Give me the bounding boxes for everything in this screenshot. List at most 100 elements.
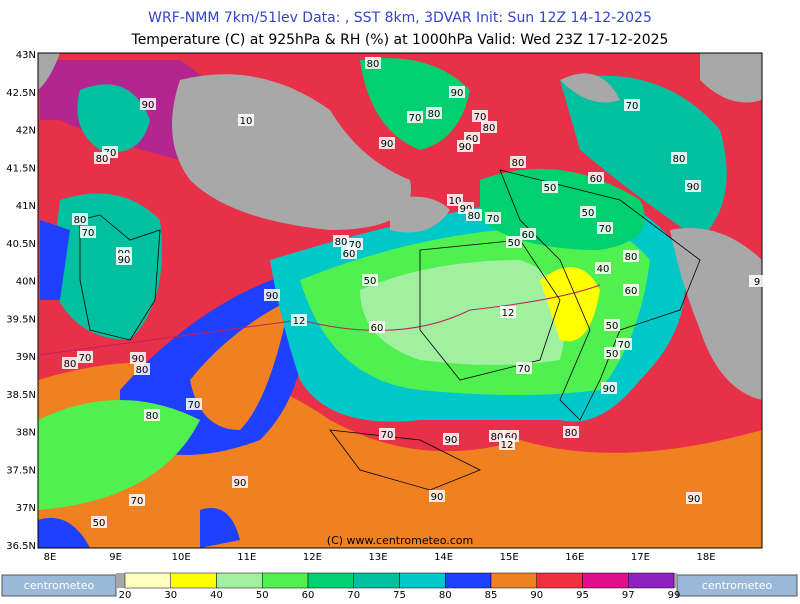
contour-label-bg: [186, 398, 202, 410]
contour-label-bg: [588, 172, 604, 184]
contour-label-bg: [604, 347, 620, 359]
contour-label-bg: [624, 99, 640, 111]
lon-label: 13E: [368, 552, 387, 563]
logo-text: centrometeo: [702, 579, 773, 592]
contour-label-bg: [94, 152, 110, 164]
contour-label: 70: [188, 400, 201, 411]
contour-label-bg: [130, 352, 146, 364]
contour-label: 70: [82, 228, 95, 239]
contour-label-bg: [601, 382, 617, 394]
contour-label: 70: [79, 353, 92, 364]
contour-label-bg: [500, 306, 516, 318]
contour-label: 12: [293, 316, 306, 327]
contour-label: 50: [93, 518, 106, 529]
lat-label: 43N: [16, 50, 36, 61]
lat-label: 40.5N: [6, 239, 36, 250]
contour-label: 9: [754, 277, 760, 288]
contour-label: 12: [502, 308, 515, 319]
contour-label: 80: [136, 365, 149, 376]
contour-label-bg: [369, 321, 385, 333]
contour-label: 80: [74, 215, 87, 226]
colorbar-swatch: [170, 572, 217, 589]
contour-label-bg: [506, 236, 522, 248]
colorbar-tick-label: 95: [576, 590, 589, 600]
contour-label: 90: [132, 354, 145, 365]
colorbar-swatch: [628, 572, 675, 589]
subtitle-line: Temperature (C) at 925hPa & RH (%) at 10…: [131, 32, 669, 48]
contour-label-bg: [749, 275, 765, 287]
map-field: [38, 53, 762, 548]
contour-label: 60: [522, 230, 535, 241]
contour-label: 70: [626, 101, 639, 112]
colorbar-tick-label: 30: [164, 590, 177, 600]
title-line: WRF-NMM 7km/51lev Data: , SST 8km, 3DVAR…: [148, 10, 652, 26]
colorbar-tick-label: 50: [256, 590, 269, 600]
colorbar-swatch: [353, 572, 400, 589]
colorbar-tick-label: 70: [347, 590, 360, 600]
contour-label: 50: [364, 276, 377, 287]
contour-label-bg: [91, 516, 107, 528]
coastline: [79, 169, 701, 491]
lon-label: 8E: [44, 552, 57, 563]
contour-label-bg: [291, 314, 307, 326]
contour-label-bg: [134, 363, 150, 375]
contour-label: 90: [459, 142, 472, 153]
contour-label-bg: [333, 235, 349, 247]
contour-label-bg: [580, 206, 596, 218]
lat-label: 37N: [16, 503, 36, 514]
contour-label: 80: [146, 411, 159, 422]
lat-label: 40N: [16, 277, 36, 288]
lat-label: 39N: [16, 352, 36, 363]
colorbar-tick-label: 60: [302, 590, 315, 600]
contour-label: 80: [335, 237, 348, 248]
contour-label: 80: [367, 59, 380, 70]
contour-label-bg: [62, 357, 78, 369]
colorbar-swatch: [262, 572, 309, 589]
colorbar-swatch: [216, 572, 263, 589]
contour-label: 50: [606, 349, 619, 360]
contour-label: 40: [597, 264, 610, 275]
isotherm-line: [37, 284, 601, 356]
colorbar-swatch: [536, 572, 583, 589]
colorbar-tick-label: 40: [210, 590, 223, 600]
colorbar-tick-label: 85: [485, 590, 498, 600]
contour-label-bg: [232, 476, 248, 488]
contour-label-bg: [563, 426, 579, 438]
lat-label: 42N: [16, 126, 36, 137]
contour-label-bg: [481, 121, 497, 133]
contour-label-bg: [623, 284, 639, 296]
contour-label: 70: [487, 214, 500, 225]
contour-label-bg: [595, 262, 611, 274]
lat-label: 37.5N: [6, 465, 36, 476]
contour-label-bg: [341, 247, 357, 259]
contour-label: 70: [518, 364, 531, 375]
lon-label: 12E: [303, 552, 322, 563]
contour-label: 70: [618, 340, 631, 351]
contour-label-bg: [379, 137, 395, 149]
contour-label-bg: [499, 438, 515, 450]
contour-label: 60: [590, 174, 603, 185]
contour-label: 70: [131, 496, 144, 507]
contour-label-bg: [379, 428, 395, 440]
colorbar-swatch: [124, 572, 171, 589]
contour-label: 50: [582, 208, 595, 219]
contour-label: 70: [474, 112, 487, 123]
contour-label-bg: [604, 319, 620, 331]
contour-label-bg: [429, 490, 445, 502]
colorbar-swatch: [307, 572, 354, 589]
axes: 43N 42.5N 42N 41.5N 41N 40.5N 40N 39.5N 39N 38.5N…: [6, 50, 715, 563]
contour-label: 10: [449, 196, 462, 207]
lat-label: 38N: [16, 428, 36, 439]
contour-label-bg: [466, 209, 482, 221]
colorbar: 20 30 40 50 60 70 75 80 85 90 95 97 99: [116, 572, 680, 601]
contour-label: 80: [428, 109, 441, 120]
contour-label: 80: [625, 252, 638, 263]
lon-label: 9E: [109, 552, 122, 563]
contour-label: 80: [96, 154, 109, 165]
lon-label: 17E: [631, 552, 650, 563]
contour-label: 50: [606, 321, 619, 332]
contour-label-bg: [80, 226, 96, 238]
contour-label-bg: [510, 156, 526, 168]
contour-label-bg: [77, 351, 93, 363]
contour-label-bg: [72, 213, 88, 225]
